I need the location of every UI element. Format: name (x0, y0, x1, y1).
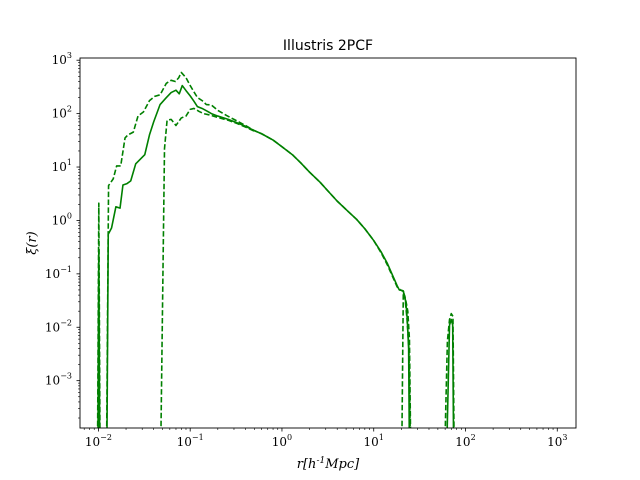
y-tick-label: 102 (52, 105, 72, 121)
series-layer (96, 71, 455, 428)
x-axis-label: r[h-1Mpc] (297, 456, 360, 472)
y-axis: 10−3 10−2 10−1 100 101 102 103 (45, 51, 80, 419)
y-tick-label: 101 (52, 158, 72, 174)
series-dashed-segment-4 (444, 312, 455, 428)
plot-area (80, 58, 576, 428)
x-tick-label: 100 (272, 433, 292, 449)
y-tick-label: 100 (52, 211, 72, 227)
y-tick-label: 10−2 (45, 318, 72, 334)
chart-title: Illustris 2PCF (283, 38, 373, 54)
series-dashed-segment-0 (96, 202, 101, 428)
y-tick-label: 10−1 (45, 265, 72, 281)
y-axis-label: ξ(r) (25, 231, 40, 255)
x-tick-label: 101 (364, 433, 384, 449)
axes-frame (79, 57, 577, 429)
x-tick-label: 10−2 (85, 433, 112, 449)
x-axis: 10−2 10−1 100 101 102 103 (83, 428, 567, 449)
x-tick-label: 102 (455, 433, 475, 449)
y-tick-label: 103 (52, 51, 72, 67)
y-tick-label: 10−3 (45, 372, 72, 388)
x-tick-label: 103 (547, 433, 567, 449)
x-tick-label: 10−1 (177, 433, 204, 449)
series-dashed-segment-2 (160, 107, 255, 428)
series-dashed-segment-1 (105, 71, 411, 428)
series-dashed-segment-3 (401, 291, 412, 428)
